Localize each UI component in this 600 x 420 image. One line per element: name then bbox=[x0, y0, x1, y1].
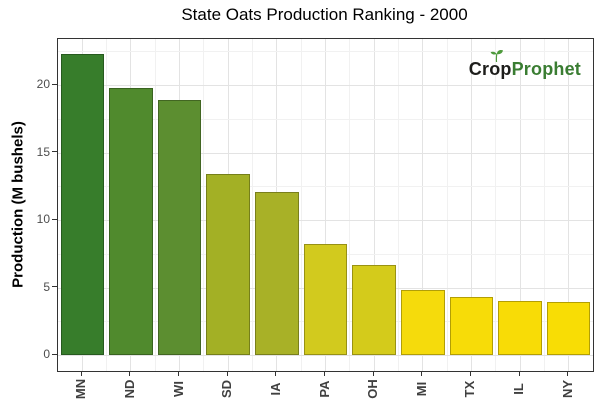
x-tick-mark bbox=[324, 371, 325, 376]
x-tick-label-NY: NY bbox=[559, 379, 575, 399]
gridline-minor-v bbox=[252, 39, 254, 371]
x-tick-label-MI: MI bbox=[413, 381, 429, 397]
y-tick-mark bbox=[52, 83, 57, 85]
gridline-major-v bbox=[373, 39, 375, 371]
sprout-icon bbox=[490, 50, 503, 62]
gridline-major-v bbox=[568, 39, 570, 371]
x-tick-mark bbox=[178, 371, 180, 376]
bar-NY bbox=[546, 302, 591, 355]
y-tick-label: 0 bbox=[43, 347, 50, 361]
bar-SD bbox=[206, 174, 250, 355]
gridline-major-h bbox=[58, 152, 593, 154]
logo-text-crop: Crop bbox=[468, 59, 512, 79]
x-tick-mark bbox=[518, 371, 520, 376]
y-tick-mark bbox=[52, 218, 57, 220]
gridline-minor-v bbox=[543, 39, 545, 371]
x-tick-label-ND: ND bbox=[121, 379, 137, 399]
gridline-major-h bbox=[58, 85, 593, 86]
y-tick-label: 5 bbox=[43, 279, 50, 294]
x-tick-label-IL: IL bbox=[511, 383, 527, 395]
x-tick-mark bbox=[421, 371, 423, 376]
gridline-major-v bbox=[325, 39, 326, 371]
bar-ND bbox=[109, 87, 153, 355]
y-tick-mark bbox=[52, 353, 57, 355]
gridline-minor-h bbox=[58, 186, 593, 188]
x-tick-label-IA: IA bbox=[267, 382, 283, 396]
gridline-major-v bbox=[519, 39, 521, 371]
plot-title: State Oats Production Ranking - 2000 bbox=[181, 5, 468, 24]
x-tick-label-WI: WI bbox=[170, 381, 186, 397]
bar-PA bbox=[303, 244, 348, 355]
x-tick-mark bbox=[80, 371, 82, 376]
x-tick-mark bbox=[372, 371, 374, 376]
gridline-minor-v bbox=[397, 39, 399, 371]
x-tick-label-MN: MN bbox=[73, 378, 89, 400]
bar-WI bbox=[157, 99, 202, 355]
x-tick-label-SD: SD bbox=[219, 379, 235, 399]
gridline-major-h bbox=[58, 220, 593, 221]
y-tick-mark bbox=[52, 286, 57, 287]
gridline-minor-h bbox=[58, 118, 593, 120]
x-tick-mark bbox=[469, 371, 471, 376]
y-tick-label: 15 bbox=[36, 144, 50, 159]
y-tick-mark bbox=[52, 151, 57, 152]
gridline-minor-v bbox=[106, 39, 108, 371]
x-tick-label-TX: TX bbox=[462, 380, 478, 398]
bar-TX bbox=[449, 296, 494, 355]
gridline-major-v bbox=[470, 39, 472, 371]
y-tick-label: 20 bbox=[36, 77, 50, 91]
gridline-major-v bbox=[422, 39, 424, 371]
bar-MI bbox=[401, 290, 445, 355]
x-tick-mark bbox=[275, 371, 277, 376]
bar-IA bbox=[255, 191, 299, 355]
x-tick-mark bbox=[567, 371, 569, 376]
gridline-minor-v bbox=[446, 39, 448, 371]
x-tick-mark bbox=[129, 371, 131, 376]
x-tick-mark bbox=[226, 371, 228, 376]
x-tick-label-OH: OH bbox=[365, 379, 381, 399]
logo-text-prophet: Prophet bbox=[511, 59, 581, 79]
gridline-minor-v bbox=[495, 39, 497, 371]
bar-MN bbox=[60, 53, 105, 355]
x-tick-label-PA: PA bbox=[316, 380, 332, 398]
gridline-minor-v bbox=[203, 39, 205, 371]
bar-OH bbox=[352, 264, 396, 355]
gridline-minor-v bbox=[154, 39, 156, 371]
plot-panel: CropProphet bbox=[57, 38, 594, 372]
gridline-minor-v bbox=[300, 39, 302, 371]
y-tick-label: 10 bbox=[36, 212, 50, 226]
gridline-minor-v bbox=[349, 39, 351, 371]
bar-IL bbox=[498, 301, 542, 355]
gridline-minor-h bbox=[58, 51, 593, 53]
gridline-major-h bbox=[58, 355, 593, 356]
cropprophet-logo: CropProphet bbox=[468, 50, 581, 80]
